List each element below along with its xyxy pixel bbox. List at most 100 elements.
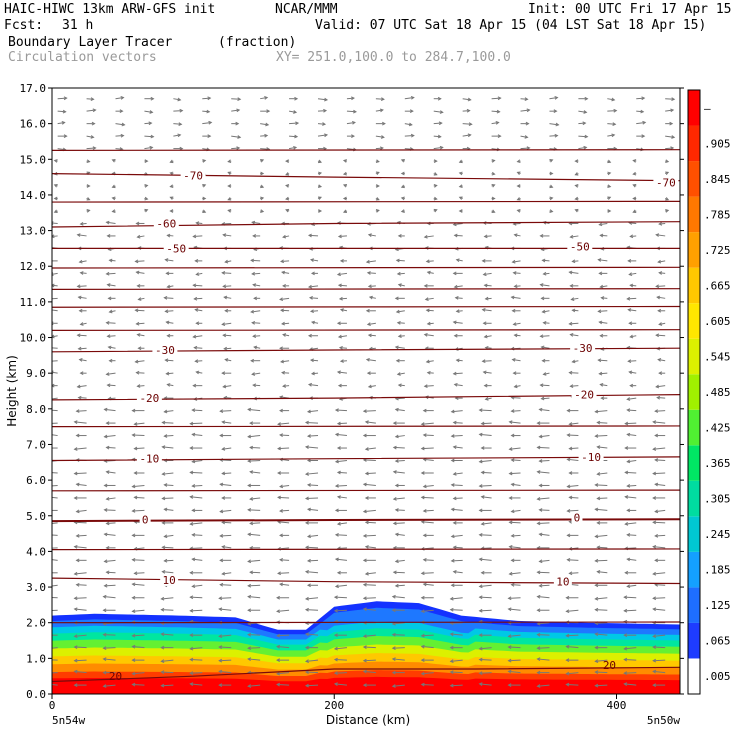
- vector-shaft: [74, 572, 87, 575]
- vector-shaft: [164, 435, 174, 437]
- vector-head: [73, 634, 78, 639]
- vector-shaft: [655, 410, 666, 412]
- vector-head: [189, 421, 194, 426]
- vector-head: [222, 284, 227, 289]
- vector-head: [538, 532, 543, 537]
- vector-shaft: [335, 484, 347, 487]
- vector-head: [247, 632, 252, 637]
- vector-shaft: [222, 546, 232, 549]
- vector-shaft: [278, 422, 290, 425]
- vector-head: [480, 446, 485, 450]
- vector-shaft: [193, 235, 203, 238]
- vector-shaft: [77, 234, 87, 237]
- vector-shaft: [77, 385, 87, 388]
- vector-head: [641, 134, 646, 139]
- vector-head: [150, 96, 155, 101]
- vector-shaft: [566, 645, 579, 649]
- vector-head: [49, 534, 52, 537]
- vector-head: [525, 121, 530, 126]
- vector-head: [49, 246, 52, 249]
- vector-head: [453, 233, 458, 238]
- vector-shaft: [453, 446, 463, 449]
- vector-head: [285, 172, 290, 176]
- vector-shaft: [136, 372, 145, 374]
- vector-head: [334, 459, 339, 464]
- vector-shaft: [395, 509, 405, 511]
- vector-head: [627, 259, 632, 263]
- vector-head: [334, 584, 339, 589]
- vector-shaft: [280, 559, 290, 561]
- vector-head: [279, 484, 284, 489]
- vector-head: [224, 308, 229, 313]
- vector-shaft: [450, 659, 463, 662]
- vector-shaft: [424, 385, 434, 387]
- vector-head: [652, 420, 657, 424]
- vector-head: [422, 582, 427, 587]
- vector-shaft: [424, 235, 434, 238]
- vector-head: [583, 145, 588, 150]
- vector-shaft: [653, 421, 666, 424]
- contour-line: [52, 425, 680, 428]
- vector-head: [568, 446, 573, 451]
- vector-head: [478, 533, 483, 537]
- vector-head: [137, 297, 142, 301]
- vector-head: [626, 584, 631, 589]
- vector-shaft: [248, 408, 261, 412]
- vector-shaft: [251, 259, 261, 262]
- colorbar-label: .425: [704, 422, 731, 435]
- vector-shaft: [537, 634, 550, 636]
- vector-head: [365, 308, 370, 313]
- vector-shaft: [537, 622, 550, 625]
- vector-head: [536, 445, 541, 450]
- vector-head: [219, 433, 224, 438]
- vector-head: [512, 271, 517, 275]
- vector-head: [600, 296, 605, 300]
- vector-head: [565, 658, 570, 663]
- vector-head: [73, 645, 78, 650]
- vector-shaft: [309, 297, 319, 299]
- vector-head: [304, 420, 309, 425]
- vector-head: [410, 95, 415, 100]
- vector-shaft: [363, 659, 376, 662]
- init-time: Init: 00 UTC Fri 17 Apr 15: [528, 2, 732, 17]
- vector-shaft: [223, 234, 232, 237]
- vector-head: [304, 496, 309, 501]
- vector-head: [247, 594, 252, 599]
- vector-head: [285, 208, 290, 213]
- vector-shaft: [655, 584, 666, 586]
- vector-head: [194, 259, 199, 263]
- vector-head: [510, 482, 515, 487]
- vector-head: [458, 171, 463, 176]
- vector-head: [642, 120, 647, 125]
- vector-shaft: [338, 335, 348, 338]
- vector-shaft: [453, 222, 463, 226]
- vector-head: [453, 333, 458, 338]
- vector-shaft: [653, 670, 666, 674]
- vector-head: [219, 409, 224, 413]
- vector-head: [652, 634, 657, 639]
- vector-head: [568, 571, 573, 576]
- contour-label: -30: [155, 344, 175, 357]
- vector-head: [539, 283, 544, 287]
- vector-head: [491, 183, 496, 188]
- vector-head: [277, 471, 281, 475]
- vector-head: [333, 646, 338, 651]
- contour-line: [52, 200, 680, 203]
- vector-head: [555, 122, 560, 127]
- vector-head: [362, 509, 367, 514]
- vector-head: [304, 670, 309, 675]
- vector-shaft: [512, 359, 521, 362]
- contour-label-bg: [136, 452, 162, 465]
- vector-head: [63, 134, 68, 139]
- vector-shaft: [132, 634, 145, 637]
- vector-shaft: [595, 684, 608, 687]
- vector-head: [77, 346, 82, 351]
- contour-label-bg: [180, 169, 206, 182]
- vector-head: [163, 434, 168, 438]
- vector-head: [420, 520, 425, 524]
- vector-head: [280, 308, 285, 313]
- vector-head: [380, 97, 385, 101]
- colorbar-swatch: [688, 374, 700, 410]
- vector-shaft: [52, 347, 58, 349]
- vector-head: [227, 209, 232, 213]
